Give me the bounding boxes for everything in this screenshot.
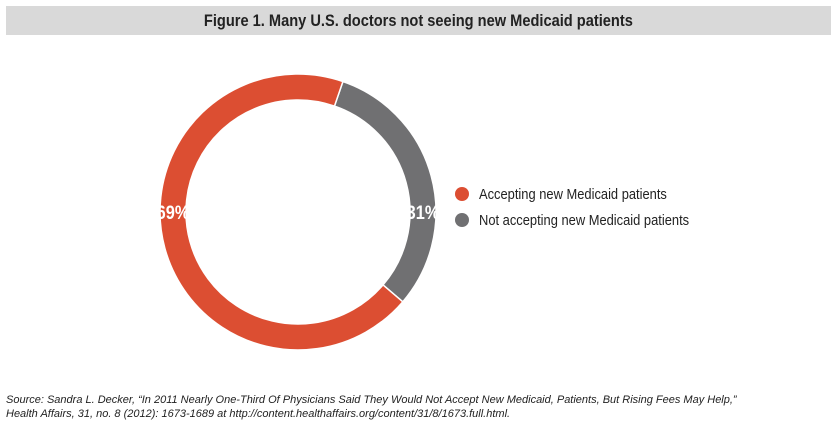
legend-label-not-accepting: Not accepting new Medicaid patients [479, 211, 690, 229]
legend-swatch-accepting [455, 187, 469, 201]
source-note: Source: Sandra L. Decker, “In 2011 Nearl… [6, 393, 831, 421]
slice-accepting [159, 73, 404, 351]
legend: Accepting new Medicaid patients Not acce… [455, 181, 723, 233]
slice-label-accepting: 69% [157, 202, 190, 223]
chart-title: Figure 1. Many U.S. doctors not seeing n… [204, 10, 633, 30]
legend-item-not-accepting: Not accepting new Medicaid patients [455, 207, 723, 233]
legend-item-accepting: Accepting new Medicaid patients [455, 181, 723, 207]
legend-label-accepting: Accepting new Medicaid patients [479, 185, 667, 203]
legend-swatch-not-accepting [455, 213, 469, 227]
source-line-1: Source: Sandra L. Decker, “In 2011 Nearl… [6, 394, 737, 406]
title-bar: Figure 1. Many U.S. doctors not seeing n… [6, 6, 831, 35]
slice-label-not-accepting: 31% [407, 202, 440, 223]
source-line-2: Health Affairs, 31, no. 8 (2012): 1673-1… [6, 408, 511, 420]
slice-not-accepting [333, 80, 437, 303]
